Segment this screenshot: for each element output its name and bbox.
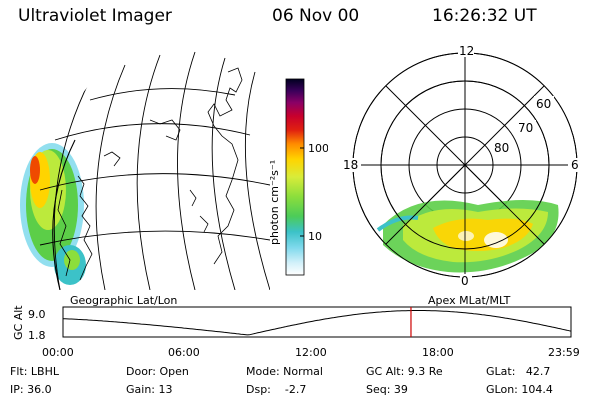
mlat-label-70: 70 bbox=[518, 121, 533, 135]
geographic-map bbox=[20, 51, 270, 290]
geographic-projection-label: Geographic Lat/Lon bbox=[70, 294, 178, 307]
timeline-x-tick-0: 00:00 bbox=[42, 346, 74, 359]
mlt-label-0: 0 bbox=[461, 274, 469, 288]
status-gain: Gain: 13 bbox=[126, 383, 173, 396]
mlat-label-60: 60 bbox=[536, 97, 551, 111]
timeline-y-tick-low: 1.8 bbox=[28, 329, 46, 342]
status-dsp: Dsp: -2.7 bbox=[246, 383, 307, 396]
status-door: Door: Open bbox=[126, 365, 189, 378]
mlat-label-80: 80 bbox=[494, 141, 509, 155]
colorbar: photon cm⁻²s⁻¹ 100 10 bbox=[268, 78, 328, 276]
colorbar-gradient bbox=[285, 78, 305, 276]
status-seq: Seq: 39 bbox=[366, 383, 408, 396]
aurora-emission-left bbox=[20, 143, 86, 285]
colorbar-tick-10: 10 bbox=[308, 230, 322, 243]
altitude-timeline: GC Alt 9.0 1.8 00:00 06:00 12:00 18:00 2… bbox=[12, 305, 580, 359]
status-flt: Flt: LBHL bbox=[10, 365, 59, 378]
mlt-label-18: 18 bbox=[343, 158, 358, 172]
colorbar-tick-100: 100 bbox=[308, 142, 328, 155]
status-mode: Mode: Normal bbox=[246, 365, 323, 378]
altitude-curve bbox=[63, 310, 572, 336]
date-label: 06 Nov 00 bbox=[272, 6, 360, 26]
earth-limb bbox=[52, 139, 76, 290]
status-gc-alt: GC Alt: 9.3 Re bbox=[366, 365, 443, 378]
colorbar-unit-label: photon cm⁻²s⁻¹ bbox=[268, 160, 281, 245]
mlt-label-6: 6 bbox=[571, 158, 579, 172]
timeline-x-tick-3: 18:00 bbox=[422, 346, 454, 359]
timeline-x-tick-1: 06:00 bbox=[168, 346, 200, 359]
apex-projection-label: Apex MLat/MLT bbox=[428, 294, 511, 307]
status-glat: GLat: 42.7 bbox=[486, 365, 551, 378]
time-label: 16:26:32 UT bbox=[432, 6, 537, 26]
polar-plot: 12 18 6 0 60 70 80 bbox=[341, 43, 582, 288]
status-ip: IP: 36.0 bbox=[10, 383, 52, 396]
coastlines bbox=[57, 67, 243, 281]
status-glon: GLon: 104.4 bbox=[486, 383, 553, 396]
mlt-label-12: 12 bbox=[459, 44, 474, 58]
aurora-oval bbox=[376, 200, 559, 273]
timeline-x-tick-2: 12:00 bbox=[295, 346, 327, 359]
timeline-y-tick-high: 9.0 bbox=[28, 308, 46, 321]
instrument-title: Ultraviolet Imager bbox=[18, 6, 172, 26]
timeline-x-tick-4: 23:59 bbox=[548, 346, 580, 359]
timeline-frame bbox=[62, 306, 572, 338]
timeline-y-axis-label: GC Alt bbox=[12, 305, 25, 340]
graticule bbox=[39, 51, 270, 290]
